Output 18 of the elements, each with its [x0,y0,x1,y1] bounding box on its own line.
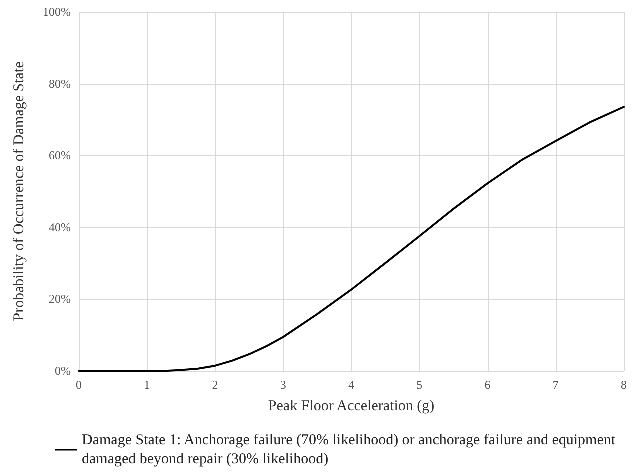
x-tick-label: 4 [348,378,354,392]
x-tick-label: 6 [484,378,491,392]
x-tick-label: 3 [280,378,286,392]
x-tick-label: 2 [212,378,218,392]
x-tick-label: 0 [76,378,82,392]
y-axis-title: Probability of Occurrence of Damage State [12,61,28,322]
y-tick-label: 100% [43,5,71,19]
y-tick-label: 40% [49,220,71,234]
legend-label: Damage State 1: Anchorage failure (70% likelihood) or anchorage failure and equipment damaged beyond repair (30% likelihood) [82,432,620,468]
y-tick-label: 0% [55,364,71,378]
y-tick-label: 20% [49,292,71,306]
x-tick-label: 7 [552,378,559,392]
x-axis-title: Peak Floor Acceleration (g) [268,398,435,414]
x-tick-label: 5 [416,378,423,392]
y-tick-label: 80% [49,76,71,91]
y-tick-label: 60% [49,148,71,163]
x-tick-label: 8 [621,378,627,392]
x-tick-label: 1 [144,378,150,392]
